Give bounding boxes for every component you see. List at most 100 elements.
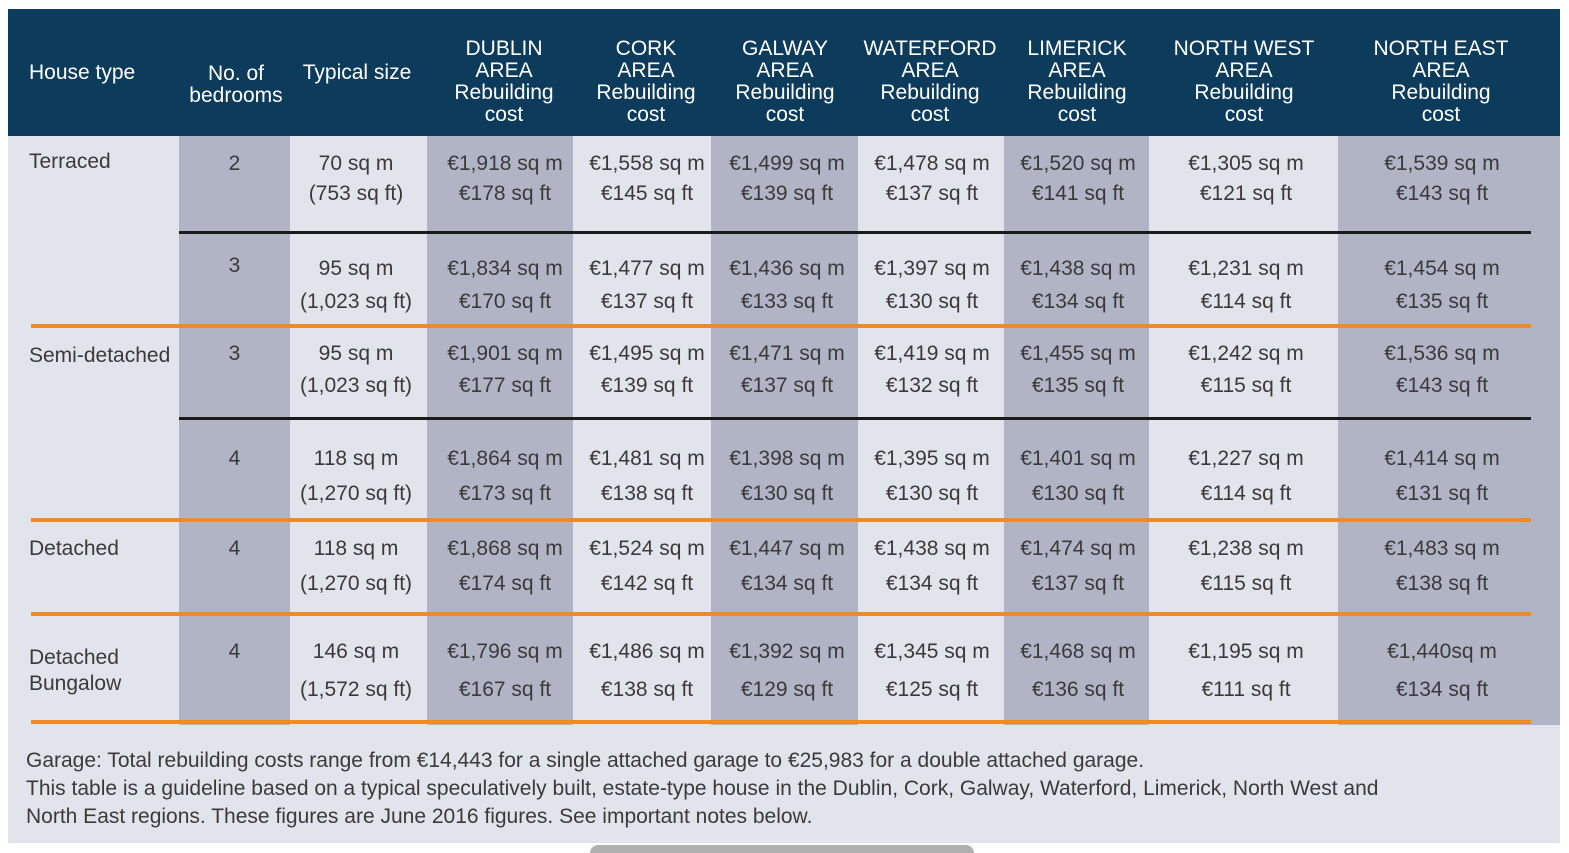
typical-size-sqft: (753 sq ft) (308, 182, 404, 205)
footer-garage-note: Garage: Total rebuilding costs range fro… (26, 749, 1145, 772)
bedrooms-value: 4 (228, 640, 241, 663)
cost-per-sqm: €1,436 sq m (729, 257, 845, 280)
cost-per-sqm: €1,486 sq m (589, 640, 705, 663)
cost-per-sqft: €114 sq ft (1200, 290, 1292, 313)
cost-per-sqft: €134 sq ft (740, 572, 834, 595)
cost-per-sqft: €143 sq ft (1395, 182, 1489, 205)
cost-per-sqft: €131 sq ft (1395, 482, 1489, 505)
row-divider (179, 231, 1531, 234)
horizontal-scrollbar[interactable] (590, 845, 974, 853)
cost-per-sqm: €1,474 sq m (1020, 537, 1136, 560)
cost-table-panel: House type No. of bedrooms Typical size … (8, 9, 1560, 843)
cost-per-sqm: €1,796 sq m (447, 640, 563, 663)
cost-per-sqft: €114 sq ft (1200, 482, 1292, 505)
cost-per-sqft: €173 sq ft (458, 482, 552, 505)
cost-per-sqft: €111 sq ft (1201, 678, 1291, 701)
header-house-type: House type (29, 60, 136, 84)
cost-per-sqft: €115 sq ft (1200, 374, 1292, 397)
cost-per-sqm: €1,305 sq m (1188, 152, 1304, 175)
cost-per-sqft: €133 sq ft (740, 290, 834, 313)
typical-size-sqm: 70 sq m (318, 152, 394, 175)
cost-per-sqm: €1,454 sq m (1384, 257, 1500, 280)
bedrooms-value: 4 (228, 447, 241, 470)
typical-size-sqm: 118 sq m (313, 537, 399, 560)
cost-per-sqft: €139 sq ft (740, 182, 834, 205)
cost-per-sqm: €1,438 sq m (1020, 257, 1136, 280)
house-type-detached-bungalow: Detached Bungalow (29, 646, 122, 695)
cost-per-sqm: €1,440sq m (1387, 640, 1497, 663)
typical-size-sqft: (1,023 sq ft) (299, 290, 413, 313)
cost-per-sqft: €135 sq ft (1395, 290, 1489, 313)
cost-per-sqft: €138 sq ft (600, 678, 694, 701)
row-divider (179, 417, 1531, 420)
cost-per-sqft: €134 sq ft (885, 572, 979, 595)
cost-per-sqft: €137 sq ft (885, 182, 979, 205)
cost-per-sqm: €1,419 sq m (874, 342, 990, 365)
header-dublin: DUBLIN AREA Rebuilding cost (454, 37, 554, 126)
cost-per-sqm: €1,477 sq m (589, 257, 705, 280)
cost-per-sqft: €139 sq ft (600, 374, 694, 397)
section-divider (31, 518, 1531, 522)
cost-per-sqm: €1,524 sq m (589, 537, 705, 560)
cost-per-sqm: €1,397 sq m (874, 257, 990, 280)
typical-size-sqft: (1,270 sq ft) (299, 482, 413, 505)
cost-per-sqm: €1,227 sq m (1188, 447, 1304, 470)
cost-per-sqft: €178 sq ft (458, 182, 552, 205)
house-type-semi-detached: Semi-detached (29, 344, 171, 367)
cost-per-sqft: €138 sq ft (600, 482, 694, 505)
typical-size-sqm: 95 sq m (318, 257, 394, 280)
section-divider (31, 324, 1531, 328)
cost-per-sqft: €132 sq ft (885, 374, 979, 397)
cost-per-sqft: €143 sq ft (1395, 374, 1489, 397)
header-galway: GALWAY AREA Rebuilding cost (735, 37, 835, 126)
cost-per-sqm: €1,398 sq m (729, 447, 845, 470)
footer-guideline-note: This table is a guideline based on a typ… (26, 777, 1379, 800)
cost-per-sqm: €1,438 sq m (874, 537, 990, 560)
header-north-west: NORTH WEST AREA Rebuilding cost (1173, 37, 1315, 126)
limerick-column-band (1004, 136, 1149, 725)
cost-per-sqft: €130 sq ft (740, 482, 834, 505)
cost-per-sqm: €1,242 sq m (1188, 342, 1304, 365)
bedrooms-value: 2 (228, 152, 241, 175)
header-limerick: LIMERICK AREA Rebuilding cost (1027, 37, 1127, 126)
cost-per-sqm: €1,558 sq m (589, 152, 705, 175)
cost-per-sqft: €121 sq ft (1199, 182, 1293, 205)
cost-per-sqft: €137 sq ft (740, 374, 834, 397)
header-typical-size: Typical size (302, 60, 412, 84)
bedrooms-column-band (179, 136, 290, 725)
cost-per-sqm: €1,195 sq m (1188, 640, 1304, 663)
cost-per-sqft: €145 sq ft (600, 182, 694, 205)
header-north-east: NORTH EAST AREA Rebuilding cost (1373, 37, 1509, 126)
footer-guideline-note-cont: North East regions. These figures are Ju… (26, 805, 813, 828)
cost-per-sqm: €1,395 sq m (874, 447, 990, 470)
bedrooms-value: 3 (228, 342, 241, 365)
header-cork: CORK AREA Rebuilding cost (596, 37, 696, 126)
cost-per-sqm: €1,520 sq m (1020, 152, 1136, 175)
north-east-column-band (1338, 136, 1560, 725)
cost-per-sqft: €130 sq ft (1031, 482, 1125, 505)
typical-size-sqm: 146 sq m (312, 640, 400, 663)
cost-per-sqm: €1,231 sq m (1188, 257, 1304, 280)
dublin-column-band (427, 136, 573, 725)
typical-size-sqm: 118 sq m (313, 447, 399, 470)
cost-per-sqm: €1,401 sq m (1020, 447, 1136, 470)
cost-per-sqft: €130 sq ft (885, 482, 979, 505)
cost-per-sqft: €125 sq ft (885, 678, 979, 701)
bedrooms-value: 3 (228, 254, 241, 277)
table-header: House type No. of bedrooms Typical size … (8, 9, 1560, 136)
header-bedrooms: No. of bedrooms (189, 61, 283, 107)
cost-per-sqm: €1,414 sq m (1384, 447, 1500, 470)
cost-per-sqft: €141 sq ft (1031, 182, 1125, 205)
cost-per-sqm: €1,918 sq m (447, 152, 563, 175)
bedrooms-value: 4 (228, 537, 241, 560)
cost-per-sqm: €1,468 sq m (1020, 640, 1136, 663)
typical-size-sqft: (1,023 sq ft) (299, 374, 413, 397)
cost-per-sqft: €142 sq ft (600, 572, 694, 595)
cost-per-sqm: €1,539 sq m (1384, 152, 1500, 175)
cost-per-sqft: €135 sq ft (1031, 374, 1125, 397)
cost-per-sqft: €177 sq ft (458, 374, 552, 397)
typical-size-sqft: (1,270 sq ft) (299, 572, 413, 595)
cost-per-sqm: €1,868 sq m (447, 537, 563, 560)
cost-per-sqm: €1,901 sq m (447, 342, 563, 365)
cost-per-sqft: €170 sq ft (458, 290, 552, 313)
